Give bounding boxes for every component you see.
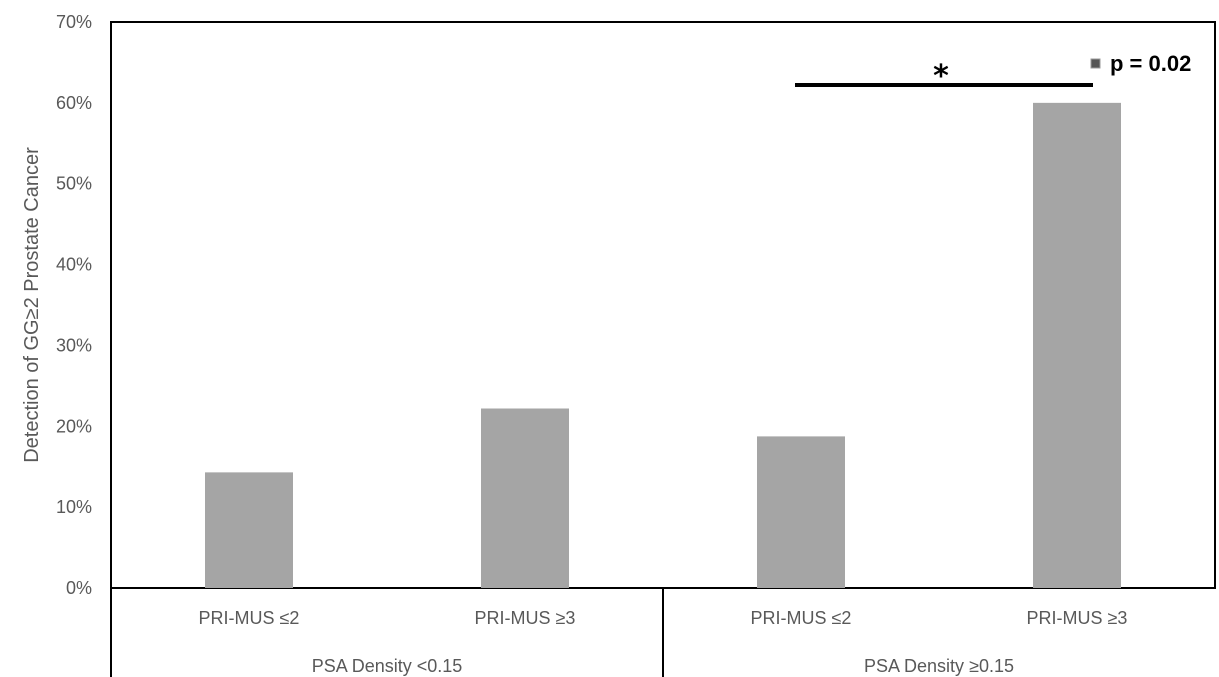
y-tick-label: 40%	[56, 255, 92, 275]
y-axis-title: Detection of GG≥2 Prostate Cancer	[21, 147, 43, 463]
y-tick-label: 70%	[56, 12, 92, 32]
bar	[1033, 102, 1121, 588]
bar	[757, 436, 845, 588]
bar	[205, 472, 293, 588]
y-tick-label: 60%	[56, 93, 92, 113]
y-axis: 0% 10% 20% 30% 40% 50% 60% 70%	[56, 12, 92, 598]
significance-star: *	[933, 59, 949, 94]
group-label: PSA Density ≥0.15	[864, 656, 1014, 676]
y-tick-label: 20%	[56, 416, 92, 436]
x-tick-label: PRI-MUS ≥3	[1027, 608, 1128, 628]
x-tick-label: PRI-MUS ≤2	[199, 608, 300, 628]
y-tick-label: 30%	[56, 335, 92, 355]
x-tick-label: PRI-MUS ≥3	[475, 608, 576, 628]
significance-marker-icon	[1090, 58, 1101, 69]
bar	[481, 408, 569, 588]
y-tick-label: 10%	[56, 497, 92, 517]
significance-annotation: * p = 0.02	[795, 51, 1191, 94]
group-label: PSA Density <0.15	[312, 656, 463, 676]
y-tick-label: 0%	[66, 578, 92, 598]
p-value-label: p = 0.02	[1110, 51, 1191, 76]
x-axis: PRI-MUS ≤2 PRI-MUS ≥3 PRI-MUS ≤2 PRI-MUS ≥3…	[110, 588, 1128, 677]
y-tick-label: 50%	[56, 174, 92, 194]
x-tick-label: PRI-MUS ≤2	[751, 608, 852, 628]
bars	[205, 102, 1121, 588]
